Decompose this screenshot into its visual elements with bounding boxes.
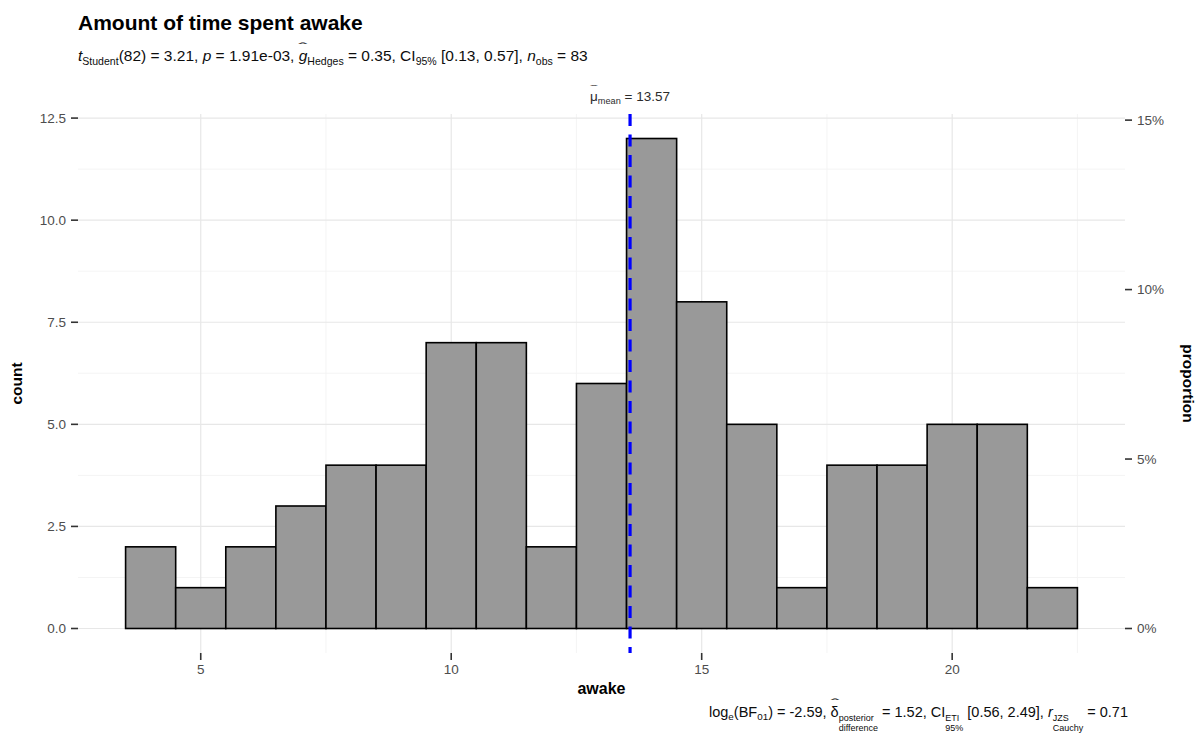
y-left-tick-label: 12.5	[40, 111, 66, 126]
histogram-bar	[126, 547, 176, 629]
y-right-axis-title: proportion	[1180, 344, 1197, 422]
text-run: log	[709, 704, 728, 720]
histogram-bar	[827, 465, 877, 628]
histogram-bar	[777, 588, 827, 629]
y-right-tick-label: 5%	[1137, 452, 1157, 467]
histogram-bar	[526, 547, 576, 629]
histogram-bar	[576, 384, 626, 629]
sup-sub-stack: posteriordifference	[839, 714, 878, 733]
y-right-tick-label: 0%	[1137, 621, 1157, 636]
y-left-tick-label: 2.5	[47, 519, 66, 534]
sup-sub-stack: JZSCauchy	[1053, 714, 1083, 733]
histogram-bar	[1027, 588, 1077, 629]
histogram-figure: Amount of time spent awake tStudent(82) …	[0, 0, 1200, 750]
x-tick-label: 20	[945, 662, 960, 677]
histogram-bar	[977, 424, 1027, 628]
histogram-bar	[877, 465, 927, 628]
y-left-tick-label: 0.0	[47, 621, 66, 636]
histogram-bar	[476, 343, 526, 629]
histogram-bar	[677, 302, 727, 629]
text-run: = 0.71	[1083, 704, 1128, 720]
hat-symbol: ˆμ	[590, 89, 598, 104]
histogram-bar	[627, 139, 677, 629]
histogram-bar	[376, 465, 426, 628]
subscript: 01	[757, 711, 768, 722]
y-left-tick-label: 10.0	[40, 213, 66, 228]
histogram-bar	[426, 343, 476, 629]
histogram-bar	[727, 424, 777, 628]
histogram-bar	[226, 547, 276, 629]
text-run: [0.56, 2.49],	[963, 704, 1048, 720]
hat-symbol: ˆδ	[831, 704, 839, 720]
text-run: = 13.57	[621, 89, 670, 104]
histogram-bar	[927, 424, 977, 628]
y-left-tick-label: 7.5	[47, 315, 66, 330]
x-tick-label: 5	[197, 662, 205, 677]
histogram-chart: 5 10 15 20 0.0 2.5 5.0 7.5 10.0 12.5 0% 5% 10% 15% aw…	[0, 0, 1200, 750]
x-tick-label: 15	[694, 662, 709, 677]
histogram-bar	[326, 465, 376, 628]
bayes-factor-caption: loge(BF01) = -2.59, ˆδposteriordifferenc…	[709, 704, 1128, 733]
y-left-axis-title: count	[8, 362, 25, 404]
mean-value-label: ˆμmean = 13.57	[590, 89, 670, 106]
text-run: (BF	[734, 704, 757, 720]
y-right-tick-label: 15%	[1137, 113, 1164, 128]
y-left-tick-label: 5.0	[47, 417, 66, 432]
histogram-bar	[176, 588, 226, 629]
histogram-bars	[126, 139, 1078, 629]
text-run: ) = -2.59,	[768, 704, 830, 720]
x-axis-title: awake	[577, 680, 625, 697]
text-run: = 1.52, CI	[878, 704, 945, 720]
sup-sub-stack: ETI95%	[945, 714, 963, 733]
subscript: mean	[598, 96, 621, 106]
x-tick-label: 10	[444, 662, 459, 677]
histogram-bar	[276, 506, 326, 629]
y-right-tick-label: 10%	[1137, 282, 1164, 297]
